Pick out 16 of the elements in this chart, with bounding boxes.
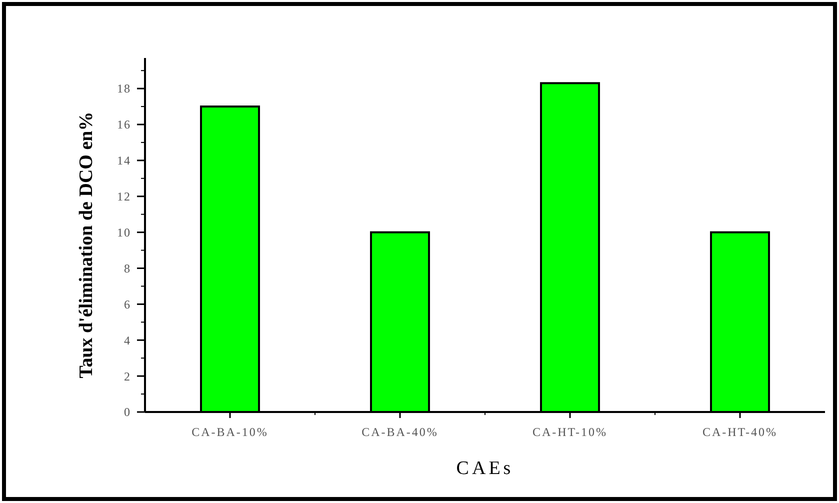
y-tick-label: 8 [124,261,131,276]
y-tick-label: 6 [124,297,131,312]
y-tick-label: 2 [124,369,131,384]
y-axis-title: Taux d'élimination de DCO en% [76,112,97,378]
x-tick-label: CA-HT-10% [532,425,608,439]
y-tick-label: 18 [117,82,131,96]
x-tick-label: CA-BA-10% [192,425,268,439]
y-tick-label: 10 [117,226,131,240]
y-tick-label: 16 [117,118,131,132]
y-tick-label: 14 [117,154,131,168]
x-axis-title: CAEs [456,458,514,479]
y-tick-label: 4 [124,333,131,348]
y-tick-label: 0 [124,405,131,420]
x-tick-label: CA-HT-40% [702,425,778,439]
x-tick-label: CA-BA-40% [362,425,438,439]
y-tick-label: 12 [117,190,131,204]
